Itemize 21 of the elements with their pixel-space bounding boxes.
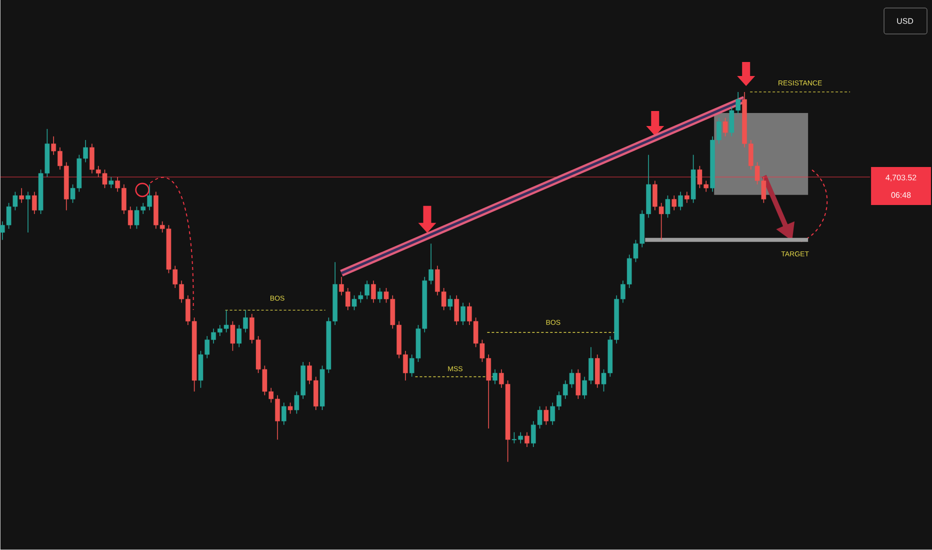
- candlestick: [665, 195, 670, 218]
- candlestick: [454, 295, 460, 326]
- candlestick: [722, 118, 728, 137]
- candlestick: [678, 192, 683, 211]
- candlestick: [544, 406, 549, 426]
- candlestick: [448, 295, 453, 311]
- candlestick: [377, 288, 382, 304]
- candlestick: [492, 369, 498, 385]
- candlestick: [524, 432, 530, 448]
- candlestick: [576, 369, 581, 400]
- candlestick: [288, 402, 293, 414]
- candlestick: [684, 192, 690, 204]
- candlestick: [26, 192, 30, 234]
- candlestick: [230, 320, 236, 352]
- candlestick: [19, 188, 24, 204]
- candlestick: [108, 176, 114, 189]
- candlestick: [672, 195, 677, 211]
- candlestick: [371, 280, 376, 304]
- candlestick: [281, 402, 286, 426]
- candlestick: [460, 302, 466, 326]
- candlestick: [32, 192, 37, 215]
